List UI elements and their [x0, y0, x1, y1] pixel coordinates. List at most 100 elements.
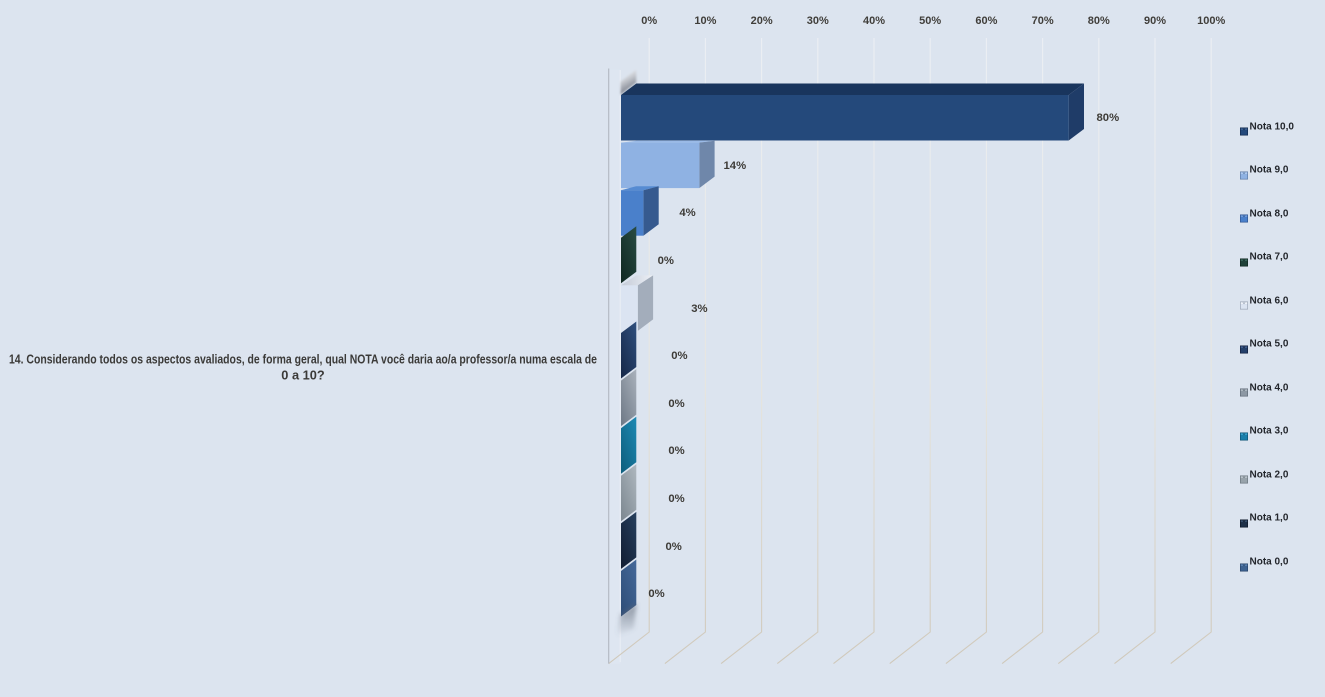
x-axis-tick-60pct[interactable]: 60%	[975, 15, 998, 27]
axis-title-line-2: 0 a 10?	[281, 367, 325, 382]
data-label-nota-1-0[interactable]: 0%	[665, 540, 682, 553]
data-label-nota-4-0[interactable]: 0%	[668, 397, 685, 410]
gridline	[945, 38, 987, 665]
legend-key-icon	[1239, 123, 1248, 136]
data-label-nota-5-0[interactable]: 0%	[671, 350, 688, 363]
gridline	[1057, 38, 1100, 665]
axis-title-line-1: 14. Considerando todos os aspectos avali…	[8, 351, 598, 366]
bar-end-face	[621, 369, 637, 427]
bar-series	[621, 83, 1084, 617]
bar-nota-5-0[interactable]	[621, 321, 637, 379]
bar-nota-2-0[interactable]	[621, 464, 637, 522]
legend-label: Nota 0,0	[1249, 556, 1289, 568]
data-label-nota-10-0[interactable]: 80%	[1096, 112, 1120, 125]
legend-item-nota-4-0[interactable]: Nota 4,0	[1239, 382, 1289, 397]
legend-label: Nota 8,0	[1249, 208, 1289, 220]
legend-item-nota-1-0[interactable]: Nota 1,0	[1239, 512, 1289, 528]
x-axis-tick-30pct[interactable]: 30%	[806, 15, 829, 27]
gridline	[833, 38, 875, 665]
legend-key-icon	[1239, 166, 1248, 180]
bar-nota-3-0[interactable]	[621, 416, 637, 474]
x-axis-tick-40pct[interactable]: 40%	[862, 15, 886, 27]
bar-end-face	[699, 140, 715, 189]
bar-nota-10-0[interactable]	[621, 83, 1084, 141]
bar-front-face	[621, 142, 700, 189]
x-axis-tick-0pct[interactable]: 0%	[641, 15, 658, 27]
bar-top-face	[621, 275, 654, 286]
gridline	[608, 38, 650, 665]
data-label-nota-2-0[interactable]: 0%	[668, 492, 685, 505]
legend-label: Nota 2,0	[1249, 469, 1289, 481]
legend-label: Nota 1,0	[1249, 512, 1289, 524]
wall-corner-highlight	[620, 69, 637, 95]
side-wall	[608, 69, 621, 664]
legend-key-icon	[1239, 558, 1248, 571]
bar-nota-8-0[interactable]	[621, 186, 659, 236]
legend-label: Nota 7,0	[1249, 251, 1289, 263]
legend-label: Nota 9,0	[1249, 164, 1289, 176]
legend-item-nota-7-0[interactable]: Nota 7,0	[1239, 251, 1289, 267]
gridline	[1170, 38, 1212, 665]
legend-key-icon	[1239, 340, 1248, 354]
bar-nota-0-0[interactable]	[621, 559, 637, 617]
data-label-nota-0-0[interactable]: 0%	[648, 588, 665, 601]
legend-label: Nota 5,0	[1249, 338, 1289, 350]
bar-nota-7-0[interactable]	[621, 226, 637, 284]
x-axis-tick-50pct[interactable]: 50%	[919, 15, 942, 27]
bar-top-face	[621, 83, 1084, 95]
legend-item-nota-0-0[interactable]: Nota 0,0	[1239, 556, 1289, 571]
x-axis-tick-10pct[interactable]: 10%	[694, 15, 717, 27]
gridline	[720, 38, 763, 665]
x-axis-tick-80pct[interactable]: 80%	[1087, 15, 1110, 27]
legend-key-icon	[1239, 514, 1248, 528]
gridline	[664, 38, 706, 665]
bar-nota-9-0[interactable]	[621, 140, 715, 189]
gridline	[1001, 38, 1044, 665]
x-axis-tick-20pct[interactable]: 20%	[750, 15, 773, 27]
data-label-nota-3-0[interactable]: 0%	[668, 445, 685, 458]
legend-item-nota-10-0[interactable]: Nota 10,0	[1239, 121, 1294, 136]
bar-top-face	[621, 140, 715, 143]
bar-top-face	[621, 186, 659, 191]
bar-front-face	[621, 95, 1069, 141]
legend-label: Nota 3,0	[1249, 425, 1289, 437]
legend-key-icon	[1239, 297, 1248, 310]
bar-end-face	[621, 559, 637, 617]
legend-item-nota-8-0[interactable]: Nota 8,0	[1239, 208, 1289, 223]
gridline	[776, 38, 819, 665]
data-label-nota-6-0[interactable]: 3%	[691, 302, 708, 315]
legend-item-nota-9-0[interactable]: Nota 9,0	[1239, 164, 1289, 180]
bar-end-face	[637, 275, 654, 331]
bar-nota-6-0[interactable]	[621, 275, 654, 331]
legend-item-nota-2-0[interactable]: Nota 2,0	[1239, 469, 1289, 484]
legend-label: Nota 4,0	[1249, 382, 1289, 394]
bar-end-face	[621, 511, 637, 569]
bar-end-face	[621, 226, 637, 284]
legend-key-icon	[1239, 253, 1248, 267]
bar-front-face	[621, 285, 638, 331]
legend-item-nota-6-0[interactable]: Nota 6,0	[1239, 295, 1289, 310]
bar-front-face	[621, 190, 644, 236]
legend-key-icon	[1239, 384, 1248, 397]
bar-nota-4-0[interactable]	[621, 369, 637, 427]
legend-item-nota-5-0[interactable]: Nota 5,0	[1239, 338, 1289, 354]
data-label-nota-8-0[interactable]: 4%	[679, 207, 696, 220]
x-axis-tick-70pct[interactable]: 70%	[1031, 15, 1054, 27]
data-label-nota-9-0[interactable]: 14%	[723, 159, 747, 172]
bar-nota-1-0[interactable]	[621, 511, 637, 569]
x-axis-tick-100pct[interactable]: 100%	[1197, 15, 1226, 27]
x-axis-tick-90pct[interactable]: 90%	[1143, 15, 1167, 27]
bar-end-face	[621, 464, 637, 522]
bar-end-face	[621, 416, 637, 474]
legend-label: Nota 6,0	[1249, 295, 1289, 307]
gridline	[1114, 38, 1156, 665]
legend-label: Nota 10,0	[1249, 121, 1294, 132]
data-label-nota-7-0[interactable]: 0%	[657, 254, 674, 267]
legend-item-nota-3-0[interactable]: Nota 3,0	[1239, 425, 1289, 441]
legend-key-icon	[1239, 210, 1248, 223]
bottom-bar-shadow	[617, 603, 637, 637]
legend-key-icon	[1239, 471, 1248, 484]
